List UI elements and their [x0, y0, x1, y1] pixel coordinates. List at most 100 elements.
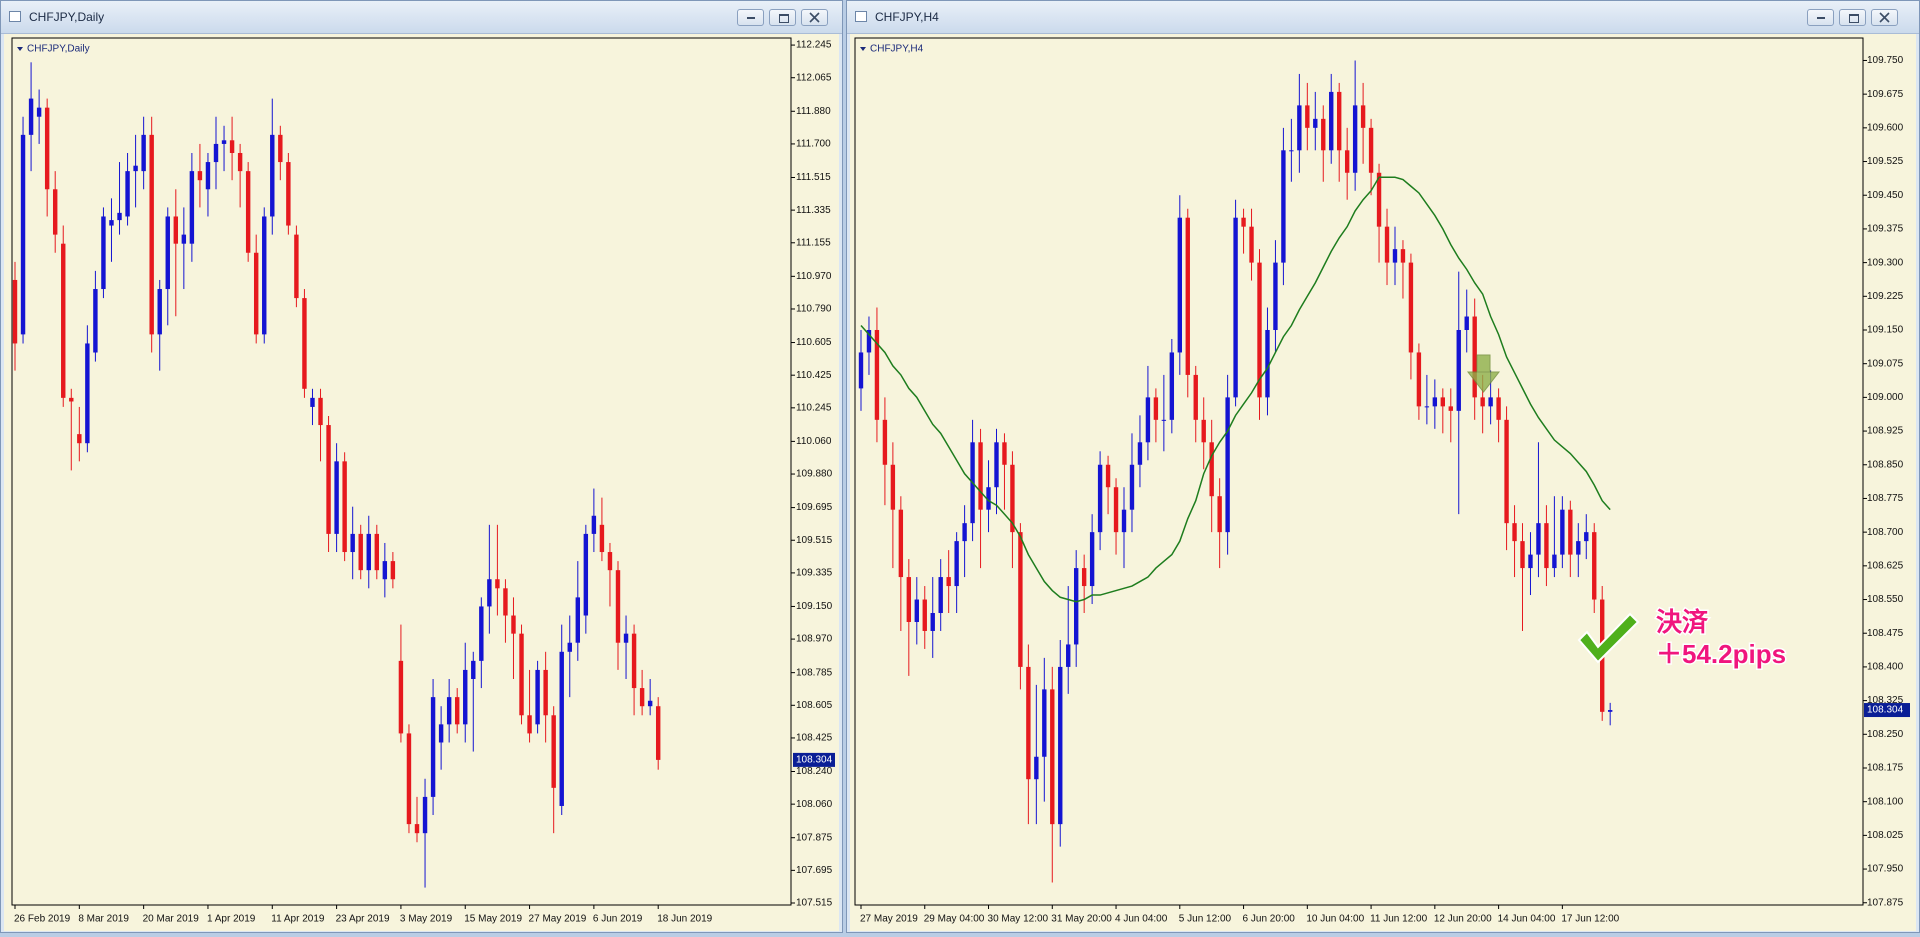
- candle-body: [213, 143, 219, 163]
- candle-body: [1424, 406, 1430, 408]
- minimize-button[interactable]: [1807, 9, 1834, 26]
- candle-body: [1360, 105, 1366, 128]
- chart-label: CHFJPY,H4: [870, 44, 924, 55]
- candle-body: [406, 733, 412, 825]
- candle-body: [1512, 523, 1517, 542]
- candle-body: [1129, 464, 1135, 510]
- y-tick-label: 109.075: [1867, 358, 1904, 369]
- y-tick-label: 110.425: [796, 370, 832, 381]
- y-tick-label: 107.515: [796, 898, 833, 909]
- candle-body: [495, 579, 500, 589]
- candle-body: [994, 442, 999, 488]
- candle-body: [173, 216, 179, 244]
- candle-body: [1544, 523, 1549, 569]
- candle-body: [438, 724, 444, 743]
- candle-body: [647, 700, 653, 707]
- candle-body: [61, 243, 66, 398]
- candle-body: [655, 706, 661, 760]
- candle-body: [607, 552, 613, 571]
- y-tick-label: 108.240: [796, 766, 833, 777]
- candle-body: [1137, 442, 1143, 465]
- close-button[interactable]: [801, 9, 828, 26]
- y-tick-label: 108.325: [1867, 695, 1904, 706]
- chart: CHFJPY,Daily 112.245 112.065 111.880 111.700…: [4, 34, 839, 931]
- candle-body: [1488, 397, 1493, 407]
- candle-body: [262, 216, 267, 335]
- candle-body: [954, 541, 959, 587]
- y-tick-label: 109.450: [1867, 190, 1904, 201]
- candle-body: [1321, 118, 1326, 151]
- y-tick-label: 108.925: [1867, 426, 1904, 437]
- candle-body: [1073, 568, 1079, 645]
- candle-body: [1480, 397, 1485, 407]
- candle-body: [567, 642, 572, 652]
- candle-body: [1528, 554, 1533, 569]
- x-tick-label: 12 Jun 20:00: [1434, 914, 1492, 925]
- candle-body: [334, 461, 339, 534]
- candle-body: [1089, 532, 1095, 587]
- annotation: ＋54.2pips: [1656, 639, 1786, 669]
- minimize-button[interactable]: [737, 9, 764, 26]
- candle-body: [1169, 352, 1175, 420]
- candle-body: [527, 715, 532, 734]
- y-tick-label: 108.100: [1867, 796, 1904, 807]
- candle-body: [1384, 226, 1390, 263]
- candle-body: [639, 688, 645, 707]
- close-button[interactable]: [1871, 9, 1898, 26]
- candle-body: [559, 651, 564, 806]
- candle-body: [479, 606, 484, 661]
- candle-body: [1305, 105, 1310, 128]
- candle-body: [12, 279, 18, 344]
- candle-body: [1592, 532, 1597, 600]
- candle-body: [286, 162, 291, 226]
- candle-body: [1201, 419, 1206, 443]
- candle-body: [1329, 91, 1334, 151]
- candle-body: [1496, 397, 1501, 420]
- candle-body: [1034, 756, 1039, 780]
- window-icon: [855, 11, 867, 22]
- candle-body: [882, 419, 888, 465]
- annotation-layer: 決済 ＋54.2pips: [1466, 354, 1788, 670]
- y-tick-label: 109.515: [796, 535, 833, 546]
- y-tick-label: 108.475: [1867, 628, 1904, 639]
- candle-body: [93, 289, 98, 353]
- candle-body: [1113, 487, 1119, 533]
- chart-label: CHFJPY,Daily: [27, 44, 90, 55]
- y-tick-label: 108.785: [796, 667, 833, 678]
- y-tick-label: 107.875: [1867, 897, 1904, 908]
- candle-body: [125, 171, 130, 217]
- candle-body: [1456, 329, 1461, 411]
- candle-body: [631, 633, 637, 689]
- candle-body: [342, 461, 347, 553]
- candle-body: [1584, 532, 1589, 542]
- candle-body: [1097, 464, 1103, 533]
- candle-body: [133, 165, 138, 172]
- candle-body: [898, 509, 904, 578]
- y-tick-label: 109.375: [1867, 224, 1904, 235]
- candle-body: [1536, 523, 1541, 555]
- y-tick-label: 109.150: [1867, 325, 1904, 336]
- candle-body: [938, 577, 943, 614]
- y-tick-label: 111.515: [796, 172, 831, 183]
- candle-body: [1416, 352, 1422, 407]
- candle-body: [310, 397, 315, 407]
- candle-body: [318, 397, 323, 426]
- candle-body: [1026, 666, 1031, 780]
- x-tick-label: 26 Feb 2019: [14, 914, 71, 925]
- y-tick-label: 111.335: [796, 205, 831, 216]
- candle-body: [1337, 91, 1342, 151]
- maximize-button[interactable]: [1839, 9, 1866, 26]
- candle-body: [253, 252, 259, 335]
- close-icon: [1879, 12, 1890, 23]
- maximize-button[interactable]: [769, 9, 796, 26]
- candle-body: [366, 533, 371, 571]
- candle-body: [1105, 464, 1111, 488]
- x-tick-label: 6 Jun 2019: [593, 914, 643, 925]
- y-tick-label: 108.175: [1867, 763, 1904, 774]
- candle-body: [1042, 689, 1047, 757]
- candle-body: [906, 577, 912, 622]
- x-tick-label: 14 Jun 04:00: [1498, 914, 1556, 925]
- candle-body: [1233, 217, 1238, 398]
- x-tick-label: 3 May 2019: [400, 914, 453, 925]
- candle-body: [270, 134, 275, 217]
